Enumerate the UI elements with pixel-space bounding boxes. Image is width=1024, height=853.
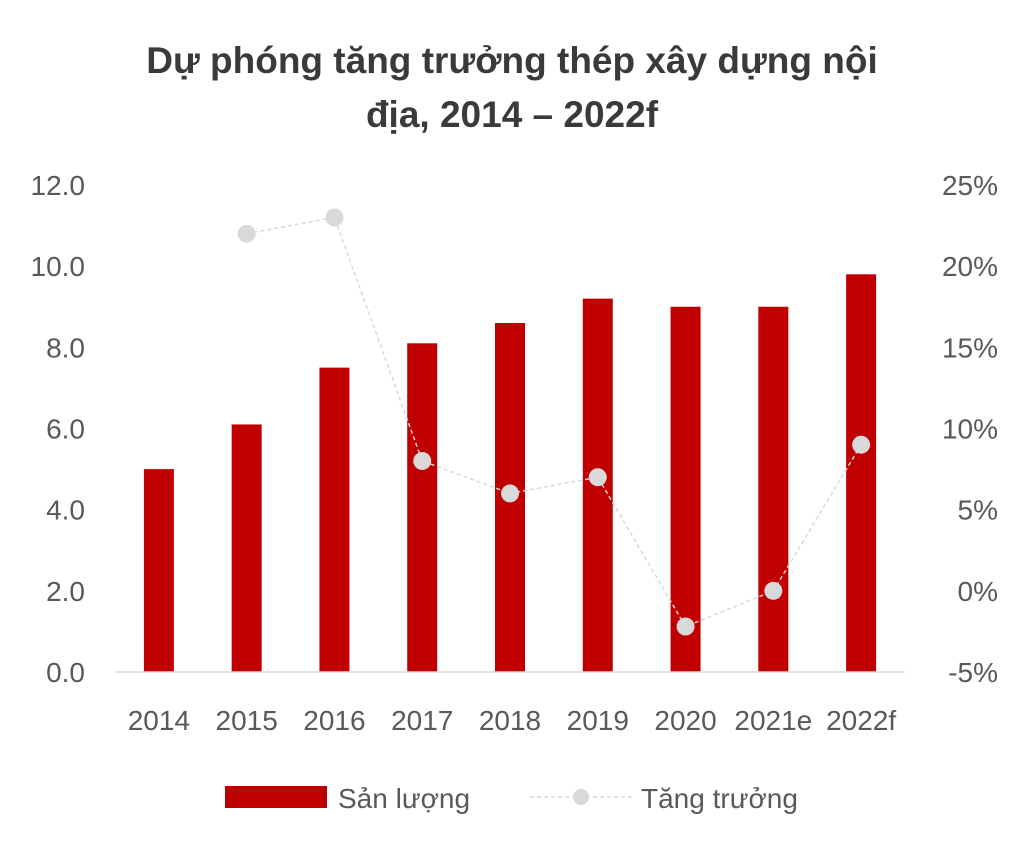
legend-label-line: Tăng trưởng — [641, 783, 798, 814]
x-tick-label: 2015 — [216, 705, 278, 736]
left-tick-label: 4.0 — [46, 495, 85, 526]
legend-marker-line — [573, 789, 589, 805]
x-tick-label: 2016 — [303, 705, 365, 736]
left-tick-label: 0.0 — [46, 657, 85, 688]
bar-2020 — [670, 306, 701, 672]
bar-2016 — [319, 367, 350, 672]
x-tick-label: 2014 — [128, 705, 190, 736]
x-tick-label: 2017 — [391, 705, 453, 736]
bar-2021e — [758, 306, 789, 672]
growth-point-2020 — [676, 617, 695, 636]
left-tick-label: 6.0 — [46, 414, 85, 445]
left-tick-label: 12.0 — [31, 170, 86, 201]
growth-point-2022f — [852, 435, 871, 454]
right-tick-label: -5% — [948, 657, 998, 688]
growth-point-2019 — [588, 468, 607, 487]
right-tick-label: 20% — [942, 251, 998, 282]
left-tick-label: 10.0 — [31, 251, 86, 282]
right-tick-label: 15% — [942, 332, 998, 363]
x-tick-label: 2021e — [734, 705, 812, 736]
bar-2014 — [143, 469, 174, 672]
left-tick-label: 2.0 — [46, 576, 85, 607]
growth-line — [246, 216, 862, 628]
chart-title-line-2: địa, 2014 – 2022f — [365, 94, 659, 135]
legend-label-bars: Sản lượng — [338, 783, 470, 814]
right-tick-label: 25% — [942, 170, 998, 201]
bar-2017 — [407, 343, 438, 672]
x-tick-label: 2020 — [654, 705, 716, 736]
growth-point-2016 — [325, 208, 344, 227]
x-tick-label: 2018 — [479, 705, 541, 736]
legend-swatch-bars — [225, 786, 327, 808]
right-tick-label: 5% — [958, 495, 998, 526]
growth-point-2015 — [237, 224, 256, 243]
chart-title-line-1: Dự phóng tăng trưởng thép xây dựng nội — [146, 40, 878, 81]
chart-title: Dự phóng tăng trưởng thép xây dựng nội đ… — [0, 34, 1024, 142]
x-tick-label: 2019 — [567, 705, 629, 736]
growth-point-2021e — [764, 581, 783, 600]
bar-2022f — [846, 274, 877, 672]
x-tick-label: 2022f — [826, 705, 896, 736]
right-tick-label: 10% — [942, 414, 998, 445]
growth-point-2017 — [413, 451, 432, 470]
right-tick-label: 0% — [958, 576, 998, 607]
left-tick-label: 8.0 — [46, 332, 85, 363]
bar-2015 — [231, 424, 262, 672]
growth-point-2018 — [501, 484, 519, 503]
